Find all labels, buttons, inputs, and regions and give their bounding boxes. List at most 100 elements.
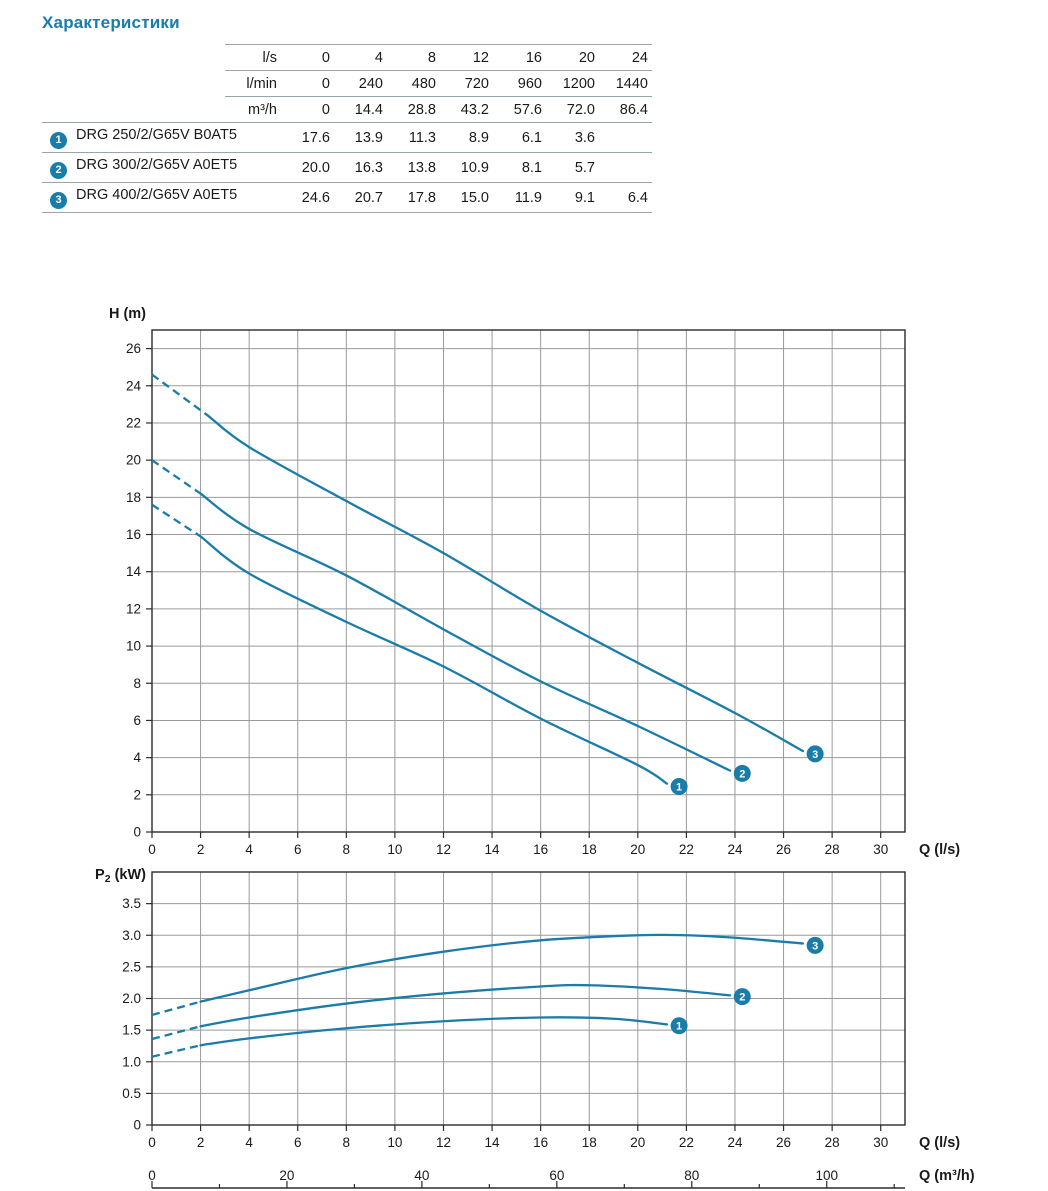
- pump-model-rows: 1 DRG 250/2/G65V B0AT5 17.6 13.9 11.3 8.9 6.1 3…: [42, 122, 652, 213]
- chart-text: 3: [812, 749, 818, 761]
- flow-value: 86.4: [599, 96, 652, 123]
- flow-value: 20: [546, 44, 599, 71]
- chart-text: 100: [815, 1168, 838, 1183]
- flow-value: 28.8: [387, 96, 440, 123]
- chart-text: 2: [133, 787, 141, 802]
- head-value: [599, 152, 652, 183]
- chart-text: 8: [343, 1135, 351, 1150]
- chart-text: 60: [549, 1168, 564, 1183]
- spacer-cell: [42, 97, 225, 123]
- pump-number-badge: 3: [50, 191, 67, 209]
- flow-value: 0: [281, 70, 334, 97]
- chart-text: Q (l/s): [919, 842, 960, 858]
- chart-text: 10: [126, 639, 141, 654]
- gridlines: [152, 872, 905, 1125]
- curves: 1 2 3: [151, 373, 824, 795]
- chart-text: 12: [436, 1135, 451, 1150]
- curve-marker-1: [670, 1017, 688, 1035]
- unit-row: m³/h 0 14.4 28.8 43.2 57.6 72.0 86.4: [42, 96, 652, 123]
- chart-text: 1: [676, 1021, 682, 1033]
- page-title: Характеристики: [42, 13, 180, 32]
- head-value: 10.9: [440, 152, 493, 183]
- chart-text: 22: [126, 415, 141, 430]
- flow-unit-rows: l/s 0 4 8 12 16 20 24 l/min 0 240 480 720 960 1200 1440…: [42, 44, 652, 123]
- chart-text: 6: [133, 713, 141, 728]
- chart-text: Q (l/s): [919, 1135, 960, 1151]
- flow-value: 240: [334, 70, 387, 97]
- unit-row: l/s 0 4 8 12 16 20 24: [42, 44, 652, 71]
- head-value: 24.6: [281, 182, 334, 213]
- flow-value: 1200: [546, 70, 599, 97]
- chart-text: 8: [133, 676, 141, 691]
- unit-label: l/s: [225, 44, 281, 71]
- head-value: 8.1: [493, 152, 546, 183]
- characteristics-table: l/s 0 4 8 12 16 20 24 l/min 0 240 480 720 960 1200 1440…: [42, 44, 652, 213]
- chart-text: 20: [630, 1135, 645, 1150]
- curve-marker-3: [806, 745, 824, 763]
- unit-row: l/min 0 240 480 720 960 1200 1440: [42, 70, 652, 97]
- chart-text: P2 (kW): [95, 867, 146, 885]
- chart-text: 20: [126, 453, 141, 468]
- flow-value: 24: [599, 44, 652, 71]
- chart-text: 28: [825, 1135, 840, 1150]
- head-value: 17.8: [387, 182, 440, 213]
- head-value: 17.6: [281, 122, 334, 153]
- chart-text: 8: [343, 842, 351, 857]
- chart-text: 1: [676, 781, 682, 793]
- head-value: 13.8: [387, 152, 440, 183]
- chart-text: 22: [679, 842, 694, 857]
- head-value: 3.6: [546, 122, 599, 153]
- chart-text: 2: [197, 1135, 205, 1150]
- chart-text: 26: [776, 842, 791, 857]
- chart-text: 0: [133, 1118, 141, 1133]
- chart-text: 14: [485, 842, 501, 857]
- curves: 1 2 3: [151, 933, 824, 1058]
- chart-text: 2: [739, 768, 745, 780]
- chart-text: 30: [873, 1135, 888, 1150]
- pump-number-badge: 2: [50, 161, 67, 179]
- plot-border: [151, 329, 906, 833]
- chart-text: 16: [533, 1135, 548, 1150]
- chart-text: 80: [684, 1168, 699, 1183]
- chart-text: 30: [873, 842, 888, 857]
- chart-text: 16: [126, 527, 141, 542]
- curve-marker-1: [670, 777, 688, 795]
- curve-2: [199, 983, 732, 1028]
- spacer-cell: [42, 45, 225, 71]
- head-value: 20.7: [334, 182, 387, 213]
- chart-text: 0: [133, 825, 141, 840]
- spacer-cell: [42, 71, 225, 97]
- chart-text: 2.0: [122, 991, 141, 1006]
- head-value: 5.7: [546, 152, 599, 183]
- chart-text: 16: [533, 842, 548, 857]
- head-value: [599, 122, 652, 153]
- flow-value: 720: [440, 70, 493, 97]
- chart-text: 20: [279, 1168, 294, 1183]
- flow-value: 8: [387, 44, 440, 71]
- chart-text: 22: [679, 1135, 694, 1150]
- chart-text: 40: [414, 1168, 429, 1183]
- chart-text: 24: [727, 842, 743, 857]
- pump-number-badge: 1: [50, 131, 67, 149]
- flow-value: 72.0: [546, 96, 599, 123]
- chart-text: 4: [133, 750, 141, 765]
- curve-3-dashed: [151, 1000, 201, 1017]
- flow-value: 960: [493, 70, 546, 97]
- secondary-x-axis: 0 20 40 60 80 100 Q (m³/h): [148, 1168, 975, 1189]
- chart-text: 3.0: [122, 928, 141, 943]
- flow-value: 0: [281, 44, 334, 71]
- chart-text: Q (m³/h): [919, 1168, 975, 1184]
- chart-text: 0.5: [122, 1086, 141, 1101]
- gridlines: [152, 330, 905, 832]
- curve-marker-2: [733, 988, 751, 1006]
- chart-text: 26: [776, 1135, 791, 1150]
- unit-label: l/min: [225, 70, 281, 97]
- curve-marker-2: [733, 764, 751, 782]
- curve-3-dashed: [151, 373, 209, 417]
- chart-text: 0: [148, 1135, 156, 1150]
- flow-value: 0: [281, 96, 334, 123]
- chart-text: 2: [739, 992, 745, 1004]
- curve-1: [199, 535, 669, 785]
